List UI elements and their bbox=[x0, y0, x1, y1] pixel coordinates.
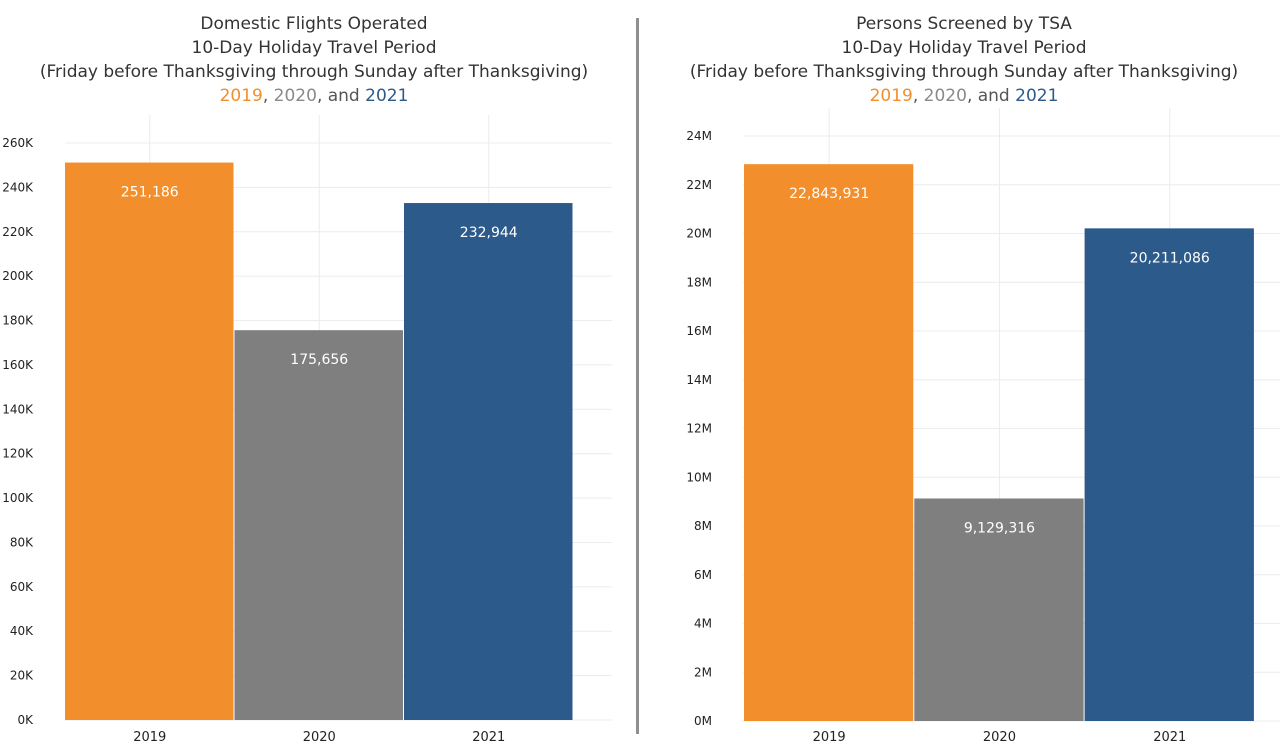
y-tick-label: 8M bbox=[694, 519, 712, 533]
x-tick-label-2021: 2021 bbox=[472, 730, 505, 745]
y-tick-label: 10M bbox=[686, 470, 712, 484]
legend-2021: 2021 bbox=[1015, 86, 1059, 106]
bar-2021 bbox=[404, 203, 573, 720]
domestic-flights-bar-chart: 0K 20K 40K 60K 80K 100K 120K 140K 160K 180K 200K 22… bbox=[2, 115, 612, 745]
y-tick-label: 22M bbox=[686, 178, 712, 192]
legend-2019: 2019 bbox=[219, 86, 263, 106]
legend-separator: , and bbox=[316, 86, 366, 106]
y-tick-label: 6M bbox=[694, 568, 712, 582]
x-tick-label-2020: 2020 bbox=[983, 730, 1016, 745]
data-label-2020: 9,129,316 bbox=[964, 520, 1035, 536]
y-tick-label: 180K bbox=[2, 314, 34, 328]
chart-title-block: Persons Screened by TSA 10-Day Holiday T… bbox=[648, 12, 1280, 108]
tsa-screened-bar-chart: 0M 2M 4M 6M 8M 10M 12M 14M 16M 18M 20M 22M 24M 22,843… bbox=[686, 108, 1280, 745]
y-tick-label: 24M bbox=[686, 129, 712, 143]
y-tick-label: 220K bbox=[2, 225, 34, 239]
y-tick-label: 12M bbox=[686, 422, 712, 436]
y-tick-label: 14M bbox=[686, 373, 712, 387]
y-tick-label: 100K bbox=[2, 491, 34, 505]
data-label-2021: 20,211,086 bbox=[1130, 250, 1210, 266]
chart-title-block: Domestic Flights Operated 10-Day Holiday… bbox=[0, 12, 628, 108]
legend-2021: 2021 bbox=[365, 86, 409, 106]
y-tick-label: 0K bbox=[17, 713, 34, 727]
legend-2019: 2019 bbox=[869, 86, 913, 106]
x-tick-label-2020: 2020 bbox=[303, 730, 336, 745]
bar-2020 bbox=[234, 330, 403, 720]
y-tick-label: 2M bbox=[694, 665, 712, 679]
y-tick-label: 40K bbox=[10, 624, 34, 638]
bar-2019 bbox=[744, 164, 914, 721]
chart-subtitle-line-1: 10-Day Holiday Travel Period bbox=[191, 38, 437, 58]
chart-subtitle-line-2: (Friday before Thanksgiving through Sund… bbox=[39, 62, 589, 82]
year-legend-line: 2019, 2020, and 2021 bbox=[648, 84, 1280, 108]
panel-divider bbox=[636, 18, 639, 734]
chart-panel-domestic-flights: Domestic Flights Operated 10-Day Holiday… bbox=[0, 0, 628, 752]
year-legend-line: 2019, 2020, and 2021 bbox=[0, 84, 628, 108]
y-tick-label: 120K bbox=[2, 447, 34, 461]
y-tick-label: 16M bbox=[686, 324, 712, 338]
y-tick-label: 60K bbox=[10, 580, 34, 594]
chart-panel-tsa-screened: Persons Screened by TSA 10-Day Holiday T… bbox=[648, 0, 1280, 752]
x-tick-label-2021: 2021 bbox=[1153, 730, 1186, 745]
y-tick-label: 18M bbox=[686, 275, 712, 289]
legend-separator: , bbox=[912, 86, 924, 106]
y-tick-label: 200K bbox=[2, 269, 34, 283]
legend-2020: 2020 bbox=[273, 86, 317, 106]
x-tick-label-2019: 2019 bbox=[813, 730, 846, 745]
y-tick-label: 160K bbox=[2, 358, 34, 372]
y-tick-label: 80K bbox=[10, 535, 34, 549]
x-tick-label-2019: 2019 bbox=[133, 730, 166, 745]
y-tick-label: 0M bbox=[694, 714, 712, 728]
chart-subtitle-line-2: (Friday before Thanksgiving through Sund… bbox=[689, 62, 1239, 82]
y-tick-label: 20M bbox=[686, 227, 712, 241]
data-label-2019: 22,843,931 bbox=[789, 186, 869, 202]
bar-2019 bbox=[65, 162, 234, 720]
bar-2020 bbox=[914, 498, 1084, 721]
legend-2020: 2020 bbox=[923, 86, 967, 106]
legend-separator: , and bbox=[966, 86, 1016, 106]
data-label-2021: 232,944 bbox=[460, 225, 518, 241]
bar-2021 bbox=[1084, 228, 1254, 721]
chart-title: Domestic Flights Operated bbox=[200, 14, 428, 34]
chart-title: Persons Screened by TSA bbox=[856, 14, 1072, 34]
data-label-2019: 251,186 bbox=[121, 185, 179, 201]
y-tick-label: 240K bbox=[2, 180, 34, 194]
y-tick-label: 140K bbox=[2, 402, 34, 416]
data-label-2020: 175,656 bbox=[290, 352, 348, 368]
chart-subtitle-line-1: 10-Day Holiday Travel Period bbox=[841, 38, 1087, 58]
legend-separator: , bbox=[262, 86, 274, 106]
y-tick-label: 4M bbox=[694, 617, 712, 631]
y-tick-label: 260K bbox=[2, 136, 34, 150]
y-tick-label: 20K bbox=[10, 669, 34, 683]
